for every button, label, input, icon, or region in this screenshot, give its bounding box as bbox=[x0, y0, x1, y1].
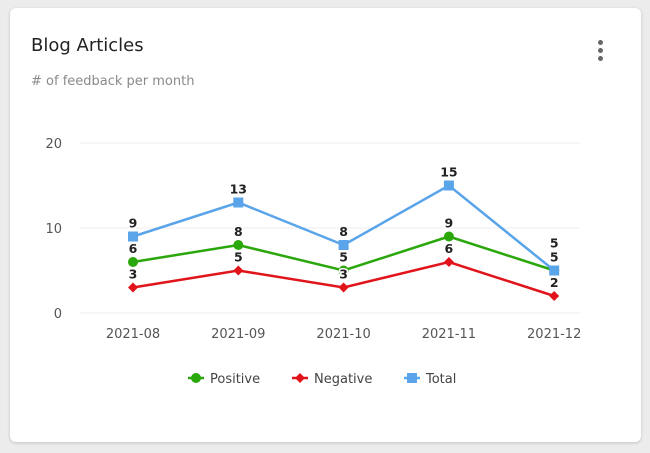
x-tick-label: 2021-08 bbox=[106, 327, 160, 342]
legend-total-marker bbox=[407, 373, 417, 383]
total-data-label: 5 bbox=[550, 236, 559, 251]
x-tick-label: 2021-12 bbox=[527, 327, 581, 342]
positive-point bbox=[128, 257, 138, 267]
positive-data-label: 5 bbox=[339, 250, 348, 265]
positive-point bbox=[443, 231, 454, 242]
positive-data-label: 8 bbox=[234, 224, 243, 239]
total-data-label: 15 bbox=[440, 165, 457, 180]
negative-point bbox=[128, 282, 138, 293]
legend-negative-label: Negative bbox=[314, 372, 372, 387]
negative-point bbox=[233, 265, 244, 276]
y-tick-label: 20 bbox=[45, 137, 62, 152]
chart-card: Blog Articles # of feedback per month bbox=[10, 8, 641, 442]
positive-data-label: 6 bbox=[129, 241, 138, 256]
positive-data-label: 5 bbox=[550, 250, 559, 265]
total-point bbox=[233, 197, 244, 208]
legend-positive-marker bbox=[191, 373, 201, 383]
card-subtitle: # of feedback per month bbox=[31, 74, 195, 89]
total-point bbox=[549, 265, 560, 276]
legend-negative-marker bbox=[295, 373, 305, 383]
legend-total-label: Total bbox=[425, 372, 456, 387]
negative-data-label: 3 bbox=[339, 267, 348, 282]
x-tick-label: 2021-11 bbox=[422, 327, 476, 342]
negative-data-label: 6 bbox=[445, 241, 454, 256]
negative-data-label: 5 bbox=[234, 250, 243, 265]
negative-data-label: 2 bbox=[550, 275, 559, 290]
negative-point bbox=[443, 257, 454, 267]
negative-point bbox=[338, 282, 349, 293]
negative-point bbox=[549, 291, 560, 301]
y-tick-label: 0 bbox=[54, 307, 62, 322]
card-title: Blog Articles bbox=[31, 35, 144, 56]
y-tick-label: 10 bbox=[45, 222, 62, 237]
positive-point bbox=[233, 240, 244, 250]
x-tick-label: 2021-10 bbox=[316, 327, 370, 342]
total-data-label: 9 bbox=[129, 216, 138, 231]
more-vertical-icon[interactable] bbox=[594, 38, 606, 68]
total-point bbox=[443, 180, 454, 191]
positive-point bbox=[338, 265, 349, 276]
total-data-label: 8 bbox=[339, 224, 348, 239]
x-tick-label: 2021-09 bbox=[211, 327, 265, 342]
positive-data-label: 9 bbox=[445, 216, 454, 231]
total-point bbox=[128, 231, 138, 242]
negative-data-label: 3 bbox=[129, 267, 138, 282]
total-point bbox=[338, 240, 349, 250]
total-data-label: 13 bbox=[230, 182, 247, 197]
legend-positive-label: Positive bbox=[210, 372, 260, 387]
